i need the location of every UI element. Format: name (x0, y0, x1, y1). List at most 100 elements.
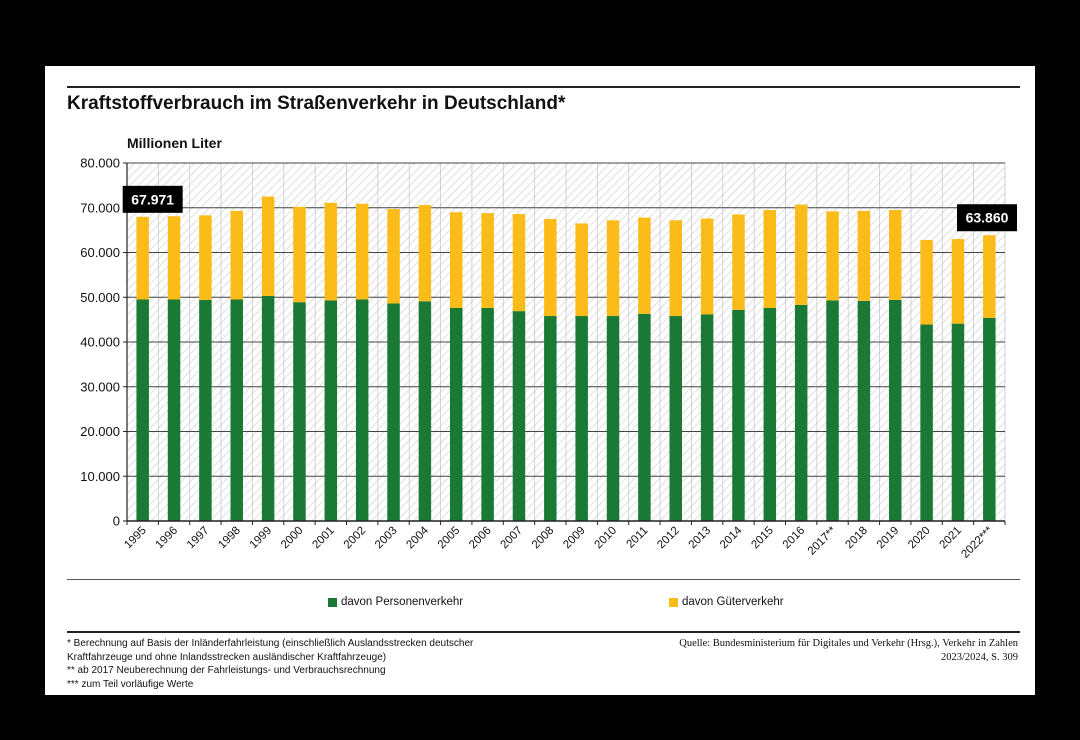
bar-gueterverkehr (481, 213, 494, 308)
y-tick-label: 80.000 (80, 156, 120, 171)
value-callout-box (122, 185, 183, 213)
footnote-line: * Berechnung auf Basis der Inländerfahrl… (67, 638, 474, 649)
x-tick-label: 2021 (938, 525, 965, 552)
chart-panel: Kraftstoffverbrauch im Straßenverkehr in… (45, 66, 1035, 695)
bar-gueterverkehr (920, 239, 933, 325)
footnote-line: ** ab 2017 Neuberechnung der Fahrleistun… (67, 665, 386, 676)
chart-bottom-rule (67, 579, 1020, 580)
x-tick-label: 2012 (655, 525, 682, 552)
bar-personenverkehr (167, 299, 181, 521)
bar-gueterverkehr (700, 218, 714, 315)
x-tick-label: 1999 (248, 525, 275, 552)
x-tick-label: 2000 (279, 525, 306, 552)
x-tick-label: 2019 (875, 525, 902, 552)
bar-gueterverkehr (167, 216, 181, 300)
y-tick-label: 50.000 (80, 290, 120, 305)
bar-gueterverkehr (638, 217, 651, 314)
bar-personenverkehr (889, 299, 902, 521)
y-tick-label: 60.000 (80, 245, 120, 260)
bar-gueterverkehr (293, 206, 306, 303)
x-tick-label: 2007 (499, 525, 526, 552)
bar-gueterverkehr (387, 209, 400, 304)
x-tick-label: 1997 (185, 525, 212, 552)
bar-personenverkehr (199, 299, 212, 521)
y-tick-label: 10.000 (80, 469, 120, 484)
bar-gueterverkehr (857, 210, 871, 301)
value-callout-box (957, 204, 1017, 232)
legend-swatch-gueterverkehr (669, 597, 678, 607)
chart-title: Kraftstoffverbrauch im Straßenverkehr in… (67, 93, 566, 114)
x-tick-label: 1995 (122, 525, 149, 552)
bar-gueterverkehr (889, 209, 902, 300)
value-callout-label: 67.971 (131, 191, 174, 207)
bar-personenverkehr (606, 316, 620, 521)
y-axis-unit-label: Millionen Liter (127, 135, 222, 151)
footnote-line: *** zum Teil vorläufige Werte (67, 678, 194, 690)
bar-personenverkehr (951, 323, 965, 521)
x-tick-label: 2003 (373, 525, 400, 552)
bar-gueterverkehr (512, 214, 526, 312)
bar-personenverkehr (920, 324, 933, 521)
bar-personenverkehr (230, 299, 243, 521)
x-tick-label: 2009 (561, 525, 588, 552)
bar-personenverkehr (763, 307, 777, 521)
legend-label: davon Personenverkehr (341, 596, 464, 608)
y-tick-label: 40.000 (80, 335, 120, 350)
bar-personenverkehr (857, 300, 871, 521)
bar-personenverkehr (387, 303, 400, 521)
y-tick-label: 20.000 (80, 424, 120, 439)
x-tick-label: 1996 (154, 525, 181, 552)
source-line: 2023/2024, S. 309 (940, 652, 1018, 663)
x-tick-label: 2011 (625, 525, 651, 551)
bar-gueterverkehr (732, 214, 745, 310)
bar-gueterverkehr (826, 211, 839, 301)
bar-personenverkehr (575, 316, 588, 521)
bar-gueterverkehr (544, 218, 557, 317)
bar-gueterverkehr (983, 235, 996, 318)
bar-personenverkehr (450, 307, 463, 521)
bar-gueterverkehr (951, 239, 965, 324)
bar-personenverkehr (826, 300, 839, 521)
bar-gueterverkehr (261, 196, 275, 296)
x-tick-label: 2014 (718, 524, 745, 551)
legend-item-personenverkehr: davon Personenverkehr (328, 596, 463, 608)
bar-personenverkehr (136, 299, 149, 521)
footnotes: * Berechnung auf Basis der Inländerfahrl… (67, 637, 473, 691)
bar-personenverkehr (418, 301, 432, 521)
bar-gueterverkehr (606, 220, 620, 317)
x-tick-label: 1998 (216, 525, 243, 552)
bar-gueterverkehr (418, 205, 432, 302)
bar-gueterverkehr (450, 212, 463, 308)
legend-label: davon Güterverkehr (682, 596, 784, 608)
bar-gueterverkehr (324, 202, 338, 301)
x-tick-label: 2006 (467, 525, 494, 552)
x-tick-label: 2005 (436, 525, 463, 552)
bar-gueterverkehr (575, 223, 588, 317)
x-tick-label: 2017** (806, 524, 839, 557)
value-callout-label: 63.860 (966, 210, 1009, 226)
x-tick-label: 2020 (906, 525, 933, 552)
bar-personenverkehr (983, 317, 996, 521)
bar-personenverkehr (355, 299, 369, 521)
y-tick-label: 30.000 (80, 379, 120, 394)
y-tick-label: 70.000 (80, 200, 120, 215)
bar-personenverkehr (732, 309, 745, 521)
bar-personenverkehr (512, 311, 526, 521)
x-tick-label: 2016 (781, 525, 808, 552)
x-tick-label: 2018 (843, 525, 870, 552)
bar-personenverkehr (669, 316, 682, 521)
x-tick-label: 2010 (593, 525, 620, 552)
bar-gueterverkehr (136, 216, 149, 300)
legend: davon Personenverkehr davon Güterverkehr (45, 596, 1035, 616)
x-tick-label: 2001 (310, 525, 337, 552)
bar-personenverkehr (700, 314, 714, 521)
x-tick-label: 2008 (530, 525, 557, 552)
source-note: Quelle: Bundesministerium für Digitales … (679, 637, 1018, 665)
x-tick-label: 2002 (342, 525, 369, 552)
bar-personenverkehr (638, 313, 651, 521)
y-tick-label: 0 (113, 514, 120, 529)
legend-item-gueterverkehr: davon Güterverkehr (669, 596, 784, 608)
bar-personenverkehr (293, 302, 306, 521)
bar-gueterverkehr (669, 220, 682, 317)
bar-personenverkehr (481, 307, 494, 521)
